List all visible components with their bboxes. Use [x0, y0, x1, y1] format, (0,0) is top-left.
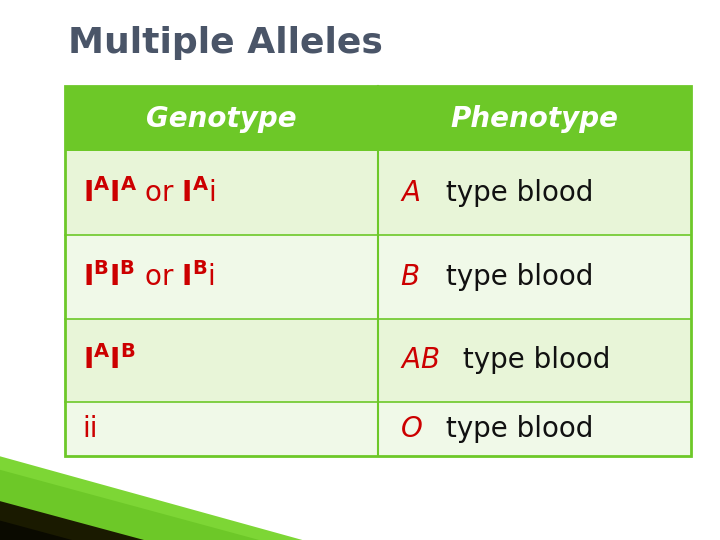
Text: type blood: type blood [437, 179, 593, 207]
Text: ii: ii [83, 415, 99, 443]
Text: $\mathbf{I}^{\mathbf{A}}\mathbf{I}^{\mathbf{B}}$: $\mathbf{I}^{\mathbf{A}}\mathbf{I}^{\mat… [83, 346, 135, 375]
Polygon shape [0, 501, 144, 540]
Text: Genotype: Genotype [146, 105, 297, 133]
FancyBboxPatch shape [65, 402, 691, 456]
FancyBboxPatch shape [65, 235, 691, 319]
Text: Multiple Alleles: Multiple Alleles [68, 26, 383, 60]
Polygon shape [0, 470, 259, 540]
Polygon shape [0, 521, 72, 540]
Text: type blood: type blood [437, 263, 593, 291]
Text: Phenotype: Phenotype [451, 105, 618, 133]
Polygon shape [0, 456, 302, 540]
Text: type blood: type blood [437, 415, 593, 443]
Text: $\mathbf{I}^{\mathbf{A}}\mathbf{I}^{\mathbf{A}}$ or $\mathbf{I}^{\mathbf{A}}$i: $\mathbf{I}^{\mathbf{A}}\mathbf{I}^{\mat… [83, 178, 215, 208]
Text: type blood: type blood [454, 347, 610, 374]
Text: $\mathit{B}$: $\mathit{B}$ [400, 263, 419, 291]
FancyBboxPatch shape [65, 151, 691, 235]
Text: $\mathbf{I}^{\mathbf{B}}\mathbf{I}^{\mathbf{B}}$ or $\mathbf{I}^{\mathbf{B}}$i: $\mathbf{I}^{\mathbf{B}}\mathbf{I}^{\mat… [83, 262, 215, 292]
Text: $\mathit{O}$: $\mathit{O}$ [400, 415, 423, 443]
FancyBboxPatch shape [65, 319, 691, 402]
Text: $\mathit{A}$: $\mathit{A}$ [400, 179, 420, 207]
FancyBboxPatch shape [65, 86, 691, 151]
Text: $\mathit{AB}$: $\mathit{AB}$ [400, 347, 439, 374]
